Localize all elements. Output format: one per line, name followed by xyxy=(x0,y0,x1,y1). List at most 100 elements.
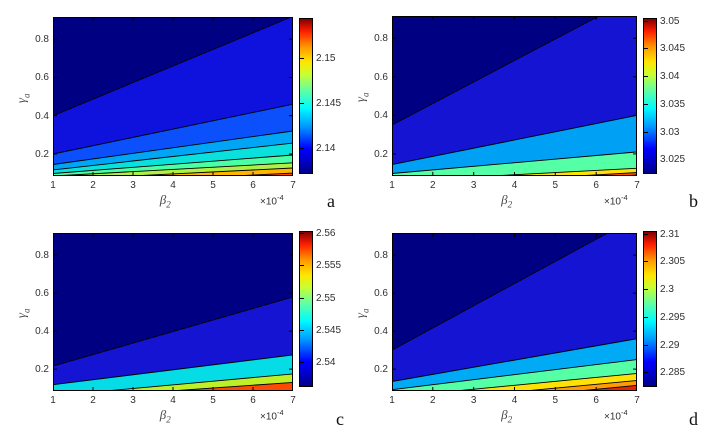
contour-band xyxy=(53,382,293,391)
x-axis-label: β2 xyxy=(501,193,512,212)
colorbar-tick-mark xyxy=(300,103,304,105)
colorbar xyxy=(299,231,313,387)
colorbar-tick-mark xyxy=(300,362,304,364)
x-axis-multiplier: ×10-4 xyxy=(260,407,284,422)
contour-line xyxy=(53,354,293,386)
colorbar-tick-label: 3.04 xyxy=(660,71,680,83)
colorbar-tick-label: 2.305 xyxy=(660,256,686,268)
colorbar-tick-label: 3.03 xyxy=(660,126,680,138)
colorbar-tick-mark xyxy=(300,265,304,267)
contour-line xyxy=(392,151,637,174)
x-axis-label-symbol: β xyxy=(501,192,508,207)
x-tick-label: 5 xyxy=(210,180,216,191)
x-tick-label: 5 xyxy=(552,180,559,191)
contour-band xyxy=(392,151,637,176)
x-axis-multiplier: ×10-4 xyxy=(604,192,628,207)
colorbar-tick-label: 2.545 xyxy=(316,325,342,336)
x-axis-multiplier: ×10-4 xyxy=(604,407,628,422)
y-tick-label: 0.8 xyxy=(35,250,49,262)
x-axis-label: β2 xyxy=(501,408,512,427)
colorbar-tick-label: 2.56 xyxy=(316,227,336,239)
x-axis-label-symbol: β xyxy=(501,407,508,422)
subplot-d-plot-area xyxy=(392,233,637,391)
y-axis-label: γa xyxy=(352,298,373,328)
y-axis-label-subscript: a xyxy=(360,92,371,97)
x-axis-label-subscript: 2 xyxy=(166,199,171,210)
contour-line xyxy=(392,338,637,382)
multiplier-exponent: -4 xyxy=(276,408,284,417)
multiplier-exponent: -4 xyxy=(620,193,628,202)
contour-line xyxy=(53,103,293,155)
colorbar-tick-mark xyxy=(644,76,648,78)
x-axis-label: β2 xyxy=(160,193,171,212)
colorbar-tick-label: 2.15 xyxy=(316,53,336,65)
y-tick-label: 0.6 xyxy=(374,71,388,83)
colorbar-tick-mark xyxy=(300,58,304,60)
x-tick-label: 2 xyxy=(90,180,96,191)
x-tick-label: 1 xyxy=(389,395,395,406)
multiplier-base: ×10 xyxy=(260,411,277,423)
y-axis-label-symbol: γ xyxy=(13,312,29,319)
contour-line xyxy=(53,142,293,171)
colorbar-tick-label: 2.29 xyxy=(660,339,680,351)
colorbar-tick-label: 2.295 xyxy=(660,311,686,323)
y-axis-label: γa xyxy=(353,82,373,112)
colorbar-tick-mark xyxy=(644,233,648,235)
subplot-letter: c xyxy=(336,409,344,429)
subplot-c-plot-area xyxy=(53,233,293,391)
colorbar-tick-mark xyxy=(644,344,648,346)
contour-band xyxy=(53,168,293,176)
y-tick-label: 0.2 xyxy=(374,148,388,160)
axes-frame xyxy=(53,17,293,176)
colorbar-tick-label: 2.3 xyxy=(660,284,674,296)
x-tick-label: 4 xyxy=(170,395,176,406)
colorbar-tick-mark xyxy=(300,147,304,149)
axes-frame xyxy=(392,16,637,176)
subplot-letter: b xyxy=(689,191,698,211)
contour-line xyxy=(392,233,609,351)
x-tick-label: 4 xyxy=(511,180,518,191)
colorbar-tick-mark xyxy=(644,48,648,50)
x-tick-label: 5 xyxy=(552,395,559,406)
y-tick-label: 0.2 xyxy=(374,364,388,376)
contour-band xyxy=(392,380,637,391)
colorbar-tick-label: 3.025 xyxy=(660,154,686,166)
colorbar-tick-mark xyxy=(644,261,648,263)
contour-line xyxy=(53,130,293,165)
colorbar-tick-mark xyxy=(300,232,304,234)
subplot-letter: d xyxy=(689,409,698,429)
axes-frame xyxy=(53,233,293,391)
y-tick-label: 0.8 xyxy=(374,33,388,45)
colorbar xyxy=(299,18,313,174)
colorbar-tick-mark xyxy=(644,316,648,318)
x-tick-label: 2 xyxy=(90,395,96,406)
x-tick-label: 1 xyxy=(50,180,56,191)
y-axis-label-symbol: γ xyxy=(352,312,368,319)
colorbar-tick-mark xyxy=(644,131,648,133)
y-tick-label: 0.4 xyxy=(35,326,49,338)
colorbar-tick-label: 2.145 xyxy=(316,98,342,110)
colorbar-tick-mark xyxy=(644,20,648,22)
x-axis-multiplier: ×10-4 xyxy=(260,192,284,207)
colorbar-tick-label: 3.035 xyxy=(660,98,686,110)
x-axis-label-subscript: 2 xyxy=(507,414,513,425)
y-tick-label: 0.4 xyxy=(35,110,49,122)
colorbar-tick-label: 2.285 xyxy=(660,367,686,379)
x-tick-label: 4 xyxy=(511,395,518,406)
x-tick-label: 3 xyxy=(130,395,136,406)
subplot-letter: a xyxy=(327,191,335,211)
x-tick-label: 1 xyxy=(389,180,395,191)
y-tick-label: 0.8 xyxy=(35,34,49,46)
contour-line xyxy=(392,359,637,391)
contour-line xyxy=(450,373,637,391)
multiplier-base: ×10 xyxy=(604,196,621,208)
multiplier-base: ×10 xyxy=(604,411,621,423)
x-tick-label: 3 xyxy=(470,180,477,191)
multiplier-exponent: -4 xyxy=(620,408,628,417)
x-tick-label: 6 xyxy=(250,395,256,406)
x-axis-label-subscript: 2 xyxy=(507,199,513,210)
contour-band xyxy=(392,168,637,176)
colorbar xyxy=(643,231,657,387)
x-tick-label: 7 xyxy=(634,180,640,191)
x-axis-label: β2 xyxy=(160,408,171,427)
